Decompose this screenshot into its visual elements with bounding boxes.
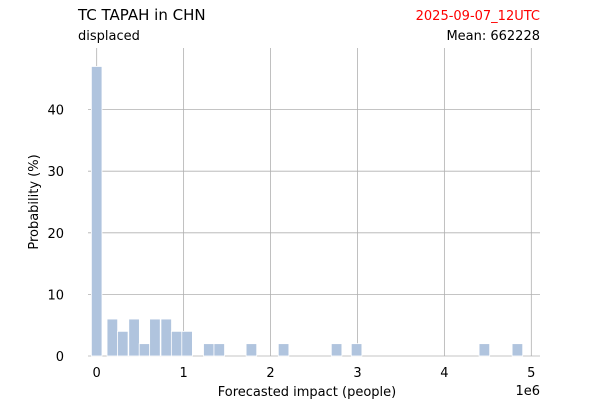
- histogram-bar: [160, 318, 172, 357]
- y-tick-label: 20: [47, 227, 64, 242]
- histogram-bar: [149, 318, 161, 357]
- histogram-bar: [170, 330, 183, 357]
- y-axis-ticks: 0 10 20 30 40: [47, 104, 64, 365]
- x-tick-label: 0: [93, 366, 101, 381]
- histogram-bar: [90, 66, 103, 357]
- y-tick-label: 40: [47, 104, 64, 119]
- histogram-bars: [90, 66, 524, 357]
- histogram-bar: [106, 318, 119, 357]
- histogram-bar: [203, 343, 215, 357]
- grid-lines: [88, 48, 540, 357]
- histogram-bar: [128, 318, 140, 357]
- x-axis-ticks: 0 1 2 3 4 5: [93, 366, 536, 381]
- chart-title: TC TAPAH in CHN: [77, 6, 206, 24]
- histogram-bar: [511, 343, 524, 357]
- x-axis-offset-label: 1e6: [515, 384, 540, 399]
- x-tick-label: 5: [527, 366, 535, 381]
- x-tick-label: 3: [353, 366, 361, 381]
- histogram-bar: [138, 343, 151, 357]
- x-tick-label: 1: [179, 366, 187, 381]
- chart-subtitle: displaced: [78, 29, 140, 44]
- histogram-bar: [117, 330, 129, 357]
- y-tick-label: 30: [47, 165, 64, 180]
- y-tick-label: 0: [56, 350, 64, 365]
- y-axis-label: Probability (%): [27, 154, 42, 249]
- x-tick-label: 4: [440, 366, 448, 381]
- mean-value: Mean: 662228: [446, 29, 540, 44]
- x-axis-label: Forecasted impact (people): [218, 385, 396, 400]
- histogram-bar: [478, 343, 491, 357]
- histogram-bar: [213, 343, 225, 357]
- histogram-bar: [181, 330, 193, 357]
- histogram-bar: [277, 343, 290, 357]
- histogram-bar: [350, 343, 363, 357]
- histogram-bar: [245, 343, 258, 357]
- forecast-date: 2025-09-07_12UTC: [416, 9, 540, 24]
- y-tick-label: 10: [47, 288, 64, 303]
- x-tick-label: 2: [266, 366, 274, 381]
- histogram-bar: [330, 343, 343, 357]
